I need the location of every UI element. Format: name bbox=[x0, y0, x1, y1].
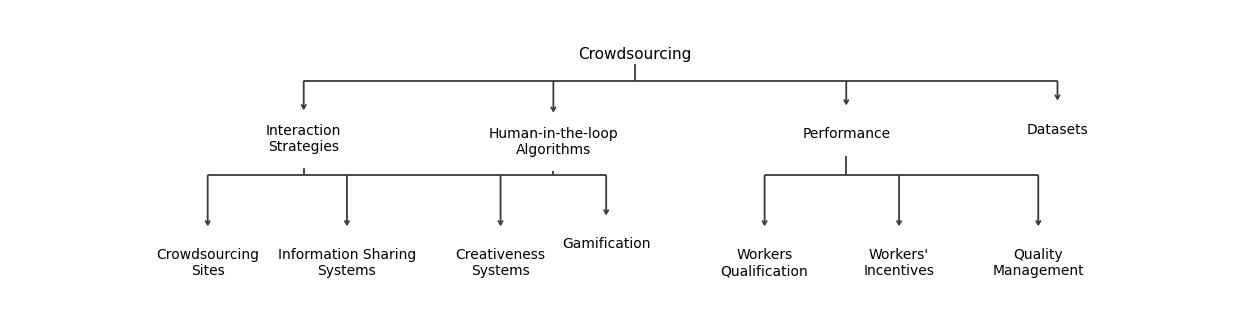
Text: Quality
Management: Quality Management bbox=[992, 248, 1084, 278]
Text: Interaction
Strategies: Interaction Strategies bbox=[266, 124, 342, 154]
Text: Crowdsourcing
Sites: Crowdsourcing Sites bbox=[156, 248, 259, 278]
Text: Datasets: Datasets bbox=[1027, 122, 1088, 137]
Text: Crowdsourcing: Crowdsourcing bbox=[579, 47, 691, 62]
Text: Performance: Performance bbox=[802, 127, 891, 141]
Text: Workers'
Incentives: Workers' Incentives bbox=[864, 248, 934, 278]
Text: Information Sharing
Systems: Information Sharing Systems bbox=[278, 248, 416, 278]
Text: Human-in-the-loop
Algorithms: Human-in-the-loop Algorithms bbox=[488, 127, 618, 157]
Text: Gamification: Gamification bbox=[563, 237, 650, 251]
Text: Workers
Qualification: Workers Qualification bbox=[721, 248, 809, 278]
Text: Creativeness
Systems: Creativeness Systems bbox=[456, 248, 545, 278]
